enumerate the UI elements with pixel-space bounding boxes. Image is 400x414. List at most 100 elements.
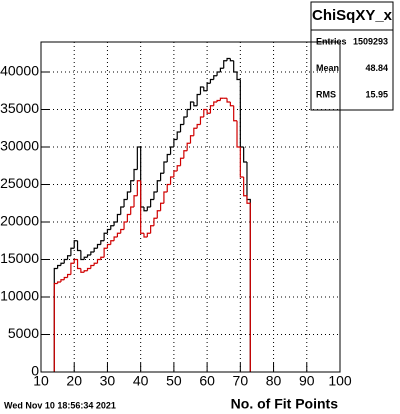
histogram-bin [133, 168, 138, 181]
histogram-bin [63, 276, 68, 280]
histogram-bin [143, 207, 148, 212]
histogram-bin [209, 105, 214, 114]
histogram-bin [216, 99, 221, 102]
histogram-bin [73, 240, 78, 249]
stats-title: ChiSqXY_x [312, 7, 393, 24]
histogram-bin [83, 256, 88, 260]
histogram-bin [203, 87, 208, 92]
histogram-bin [183, 116, 188, 125]
histogram-bin [86, 267, 91, 271]
histogram-bin [229, 58, 234, 62]
histogram-bin [66, 273, 71, 278]
histogram-bin [110, 240, 115, 245]
histogram-bin [86, 254, 91, 258]
histogram-bin [90, 264, 95, 269]
x-tick-label: 70 [233, 373, 249, 389]
y-tick-label: 15000 [0, 250, 39, 266]
histogram-bin [80, 268, 85, 273]
histogram-bin [100, 240, 105, 245]
stats-value: 48.84 [365, 63, 388, 73]
histogram-bin [163, 191, 168, 204]
histogram-bin [126, 213, 131, 222]
plot-frame [40, 41, 341, 373]
histogram-bin [243, 147, 247, 163]
histogram-bin [57, 281, 61, 284]
y-tick-label: 0 [31, 363, 39, 379]
histogram-bin [206, 109, 211, 114]
histogram-bin [199, 116, 204, 125]
histogram-bin [96, 243, 101, 249]
histogram-bin [53, 282, 58, 372]
histogram-bin [213, 75, 218, 80]
histogram-bin [96, 258, 101, 264]
histogram-bin [93, 247, 98, 252]
histogram-bin [169, 146, 174, 155]
histogram-bin [116, 232, 121, 237]
histogram-bin [143, 233, 148, 238]
histogram-bin [163, 161, 168, 174]
histogram-bin [203, 108, 208, 117]
histogram-bin [57, 264, 61, 269]
histogram-bin [80, 250, 85, 261]
histogram-bin [213, 101, 218, 106]
histogram-bin [83, 270, 88, 273]
date-label: Wed Nov 10 18:56:34 2021 [4, 400, 116, 410]
histogram-bin [106, 228, 111, 234]
histogram-bin [189, 135, 194, 144]
histogram-bin [183, 150, 188, 159]
histogram-bin [136, 146, 141, 170]
histogram-bin [150, 198, 154, 207]
histogram-bin [219, 97, 224, 101]
histogram-bin [123, 198, 128, 207]
y-tick-label: 10000 [0, 288, 39, 304]
histogram-bin [63, 258, 68, 264]
histogram-bin [179, 157, 184, 166]
histogram-bin [60, 279, 65, 282]
histogram-bin [166, 183, 171, 192]
x-tick-label: 30 [100, 373, 116, 389]
y-tick-label: 25000 [0, 175, 39, 191]
stats-frame [310, 1, 394, 111]
x-tick-label: 60 [199, 373, 215, 389]
histogram-bin [156, 210, 161, 219]
histogram-bin [216, 71, 221, 76]
y-tick-label: 35000 [0, 100, 39, 116]
x-tick-label: 40 [133, 373, 149, 389]
histogram-bin [199, 86, 204, 95]
histogram-bin [106, 243, 111, 249]
histogram-bin [193, 127, 198, 136]
stats-box: ChiSqXY_x [310, 1, 394, 111]
histogram-bin [166, 153, 171, 162]
histogram-bin [116, 213, 121, 222]
histogram-bin [120, 206, 125, 215]
histogram-bin [60, 262, 65, 266]
histogram-bin [169, 176, 174, 185]
histogram-bin [110, 225, 115, 230]
histogram-bin [246, 195, 251, 372]
histogram-bin [146, 232, 151, 237]
histogram-bin [70, 262, 75, 275]
histogram-bin [226, 57, 231, 61]
histogram-bin [113, 221, 118, 226]
histogram-bin [173, 138, 178, 147]
histogram-bin [73, 258, 78, 264]
histogram-bin [113, 236, 118, 241]
histogram-bin [189, 101, 194, 110]
histogram-bin [243, 177, 247, 197]
histogram-bin [223, 60, 228, 69]
histogram-bin [236, 120, 241, 148]
histogram-bin [160, 202, 164, 211]
histogram-bin [156, 180, 161, 192]
histogram-bin [239, 147, 244, 178]
histogram-bin [233, 105, 238, 122]
histogram-bin [186, 108, 191, 117]
histogram-bin [179, 123, 184, 132]
histogram-bin [93, 262, 98, 266]
histogram-bin [186, 142, 191, 151]
histogram-bin [133, 195, 138, 207]
histogram-bin [70, 247, 75, 256]
histogram-bin [206, 82, 211, 91]
y-tick-label: 5000 [8, 325, 39, 341]
histogram-bin [153, 217, 158, 226]
